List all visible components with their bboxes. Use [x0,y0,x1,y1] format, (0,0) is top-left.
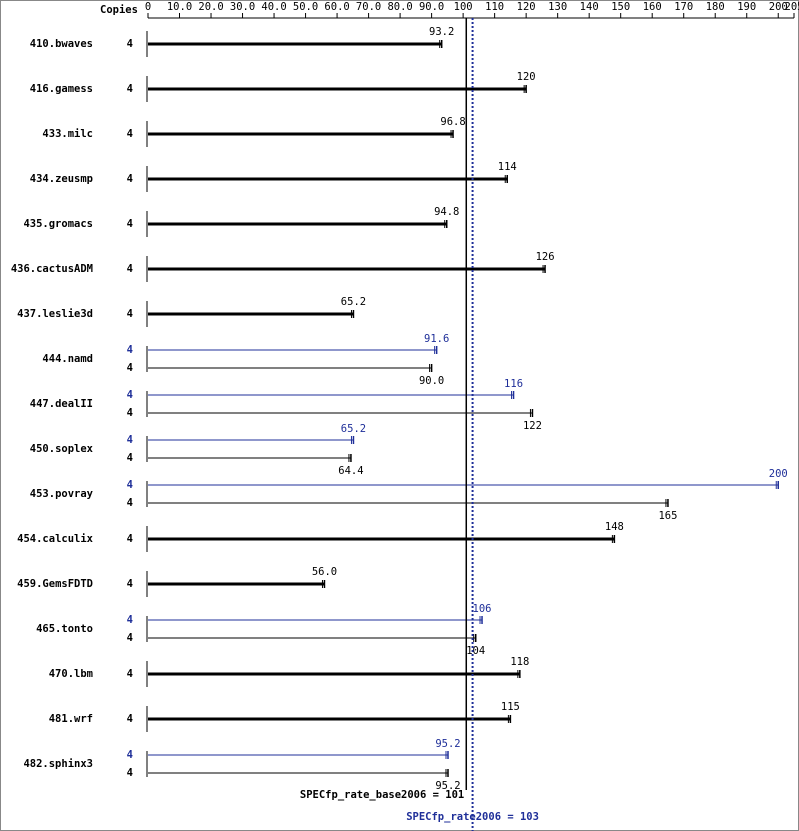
value-label: 95.2 [435,738,460,750]
copies: 4 [127,578,133,590]
value-label: 94.8 [434,206,459,218]
x-tick-label: 50.0 [293,1,318,13]
copies: 4 [127,434,133,446]
x-tick-label: 80.0 [387,1,412,13]
x-tick-label: 180 [706,1,725,13]
value-label: 116 [504,378,523,390]
benchmark-label: 454.calculix [17,533,94,545]
x-tick-label: 90.0 [419,1,444,13]
copies: 4 [127,389,133,401]
value-label: 126 [536,251,555,263]
x-tick-label: 140 [580,1,599,13]
value-label: 56.0 [312,566,337,578]
value-label: 148 [605,521,624,533]
reference-label: SPECfp_rate2006 = 103 [406,811,539,823]
benchmark-label: 444.namd [42,353,93,365]
value-label: 106 [473,603,492,615]
value-label: 64.4 [338,465,363,477]
copies: 4 [127,362,133,374]
x-tick-label: 70.0 [356,1,381,13]
x-tick-label: 60.0 [324,1,349,13]
value-label: 114 [498,161,517,173]
copies: 4 [127,533,133,545]
benchmark-label: 459.GemsFDTD [17,578,93,590]
benchmark-label: 450.soplex [30,443,94,455]
copies: 4 [127,263,133,275]
x-tick-label: 190 [737,1,756,13]
benchmark-label: 416.gamess [30,83,93,95]
x-tick-label: 200 [769,1,788,13]
copies: 4 [127,38,133,50]
copies: 4 [127,218,133,230]
benchmark-label: 435.gromacs [23,218,93,230]
copies: 4 [127,407,133,419]
x-tick-label: 0 [145,1,151,13]
value-label: 118 [510,656,529,668]
value-label: 120 [517,71,536,83]
copies: 4 [127,632,133,644]
value-label: 200 [769,468,788,480]
value-label: 95.2 [435,780,460,792]
x-tick-label: 120 [517,1,536,13]
value-label: 165 [658,510,677,522]
benchmark-label: 436.cactusADM [11,263,93,275]
value-label: 65.2 [341,423,366,435]
x-tick-label: 110 [485,1,504,13]
value-label: 115 [501,701,520,713]
copies: 4 [127,614,133,626]
value-label: 90.0 [419,375,444,387]
x-tick-label: 160 [643,1,662,13]
value-label: 104 [466,645,485,657]
benchmark-label: 453.povray [30,488,94,500]
x-tick-label: 30.0 [230,1,255,13]
benchmark-label: 434.zeusmp [30,173,93,185]
copies: 4 [127,452,133,464]
benchmark-label: 437.leslie3d [17,308,93,320]
copies: 4 [127,767,133,779]
value-label: 122 [523,420,542,432]
copies: 4 [127,308,133,320]
x-tick-label: 100 [454,1,473,13]
value-label: 91.6 [424,333,449,345]
copies: 4 [127,479,133,491]
benchmark-label: 482.sphinx3 [23,758,93,770]
value-label: 65.2 [341,296,366,308]
x-tick-label: 170 [674,1,693,13]
copies: 4 [127,83,133,95]
x-tick-label: 10.0 [167,1,192,13]
x-tick-label: 205 [785,1,799,13]
copies: 4 [127,128,133,140]
x-tick-label: 40.0 [261,1,286,13]
copies: 4 [127,749,133,761]
benchmark-label: 410.bwaves [30,38,93,50]
benchmark-label: 433.milc [42,128,93,140]
copies: 4 [127,344,133,356]
reference-label: SPECfp_rate_base2006 = 101 [300,789,464,801]
benchmark-label: 470.lbm [49,668,93,680]
benchmark-label: 447.dealII [30,398,93,410]
x-tick-label: 150 [611,1,630,13]
value-label: 96.8 [440,116,465,128]
copies: 4 [127,668,133,680]
copies: 4 [127,713,133,725]
copies: 4 [127,497,133,509]
x-tick-label: 130 [548,1,567,13]
benchmark-label: 481.wrf [49,713,93,725]
copies: 4 [127,173,133,185]
benchmark-label: 465.tonto [36,623,93,635]
value-label: 93.2 [429,26,454,38]
copies-header: Copies [100,4,138,16]
x-tick-label: 20.0 [198,1,223,13]
